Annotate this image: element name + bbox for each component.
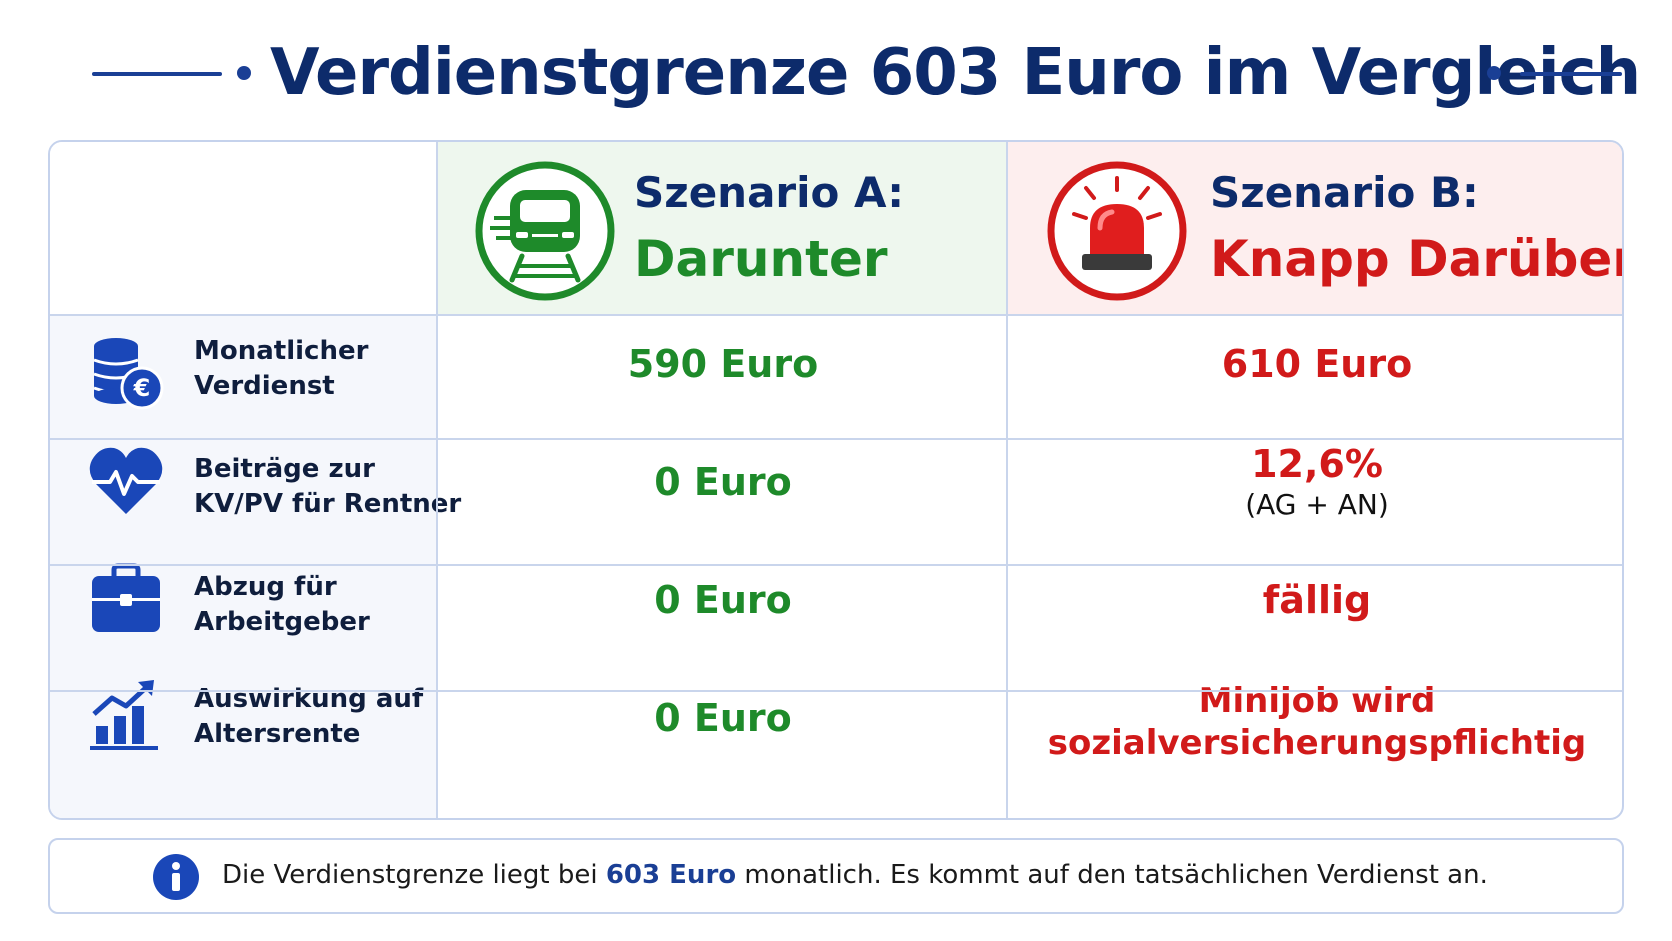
cell-b-beitraege-note: (AG + AN) (1245, 488, 1389, 521)
row-label-auswirkung: Auswirkung auf Altersrente (194, 682, 423, 752)
row-label-beitraege: Beiträge zur KV/PV für Rentner (194, 452, 461, 522)
cell-a-beitraege: 0 Euro (654, 460, 792, 504)
grid-line (50, 690, 1622, 692)
grid-line (1006, 142, 1008, 818)
grid-line (50, 438, 1622, 440)
briefcase-icon (92, 563, 160, 632)
info-text-end: monatlich. Es kommt auf den tatsächliche… (736, 860, 1488, 890)
row-label-line: Verdienst (194, 371, 335, 401)
alarm-light-icon (1047, 161, 1187, 301)
cell-b-auswirkung: Minijob wird sozialversicherungspflichti… (1008, 680, 1622, 764)
train-icon (475, 161, 615, 301)
cell-a-verdienst: 590 Euro (627, 342, 819, 386)
row-label-line: Arbeitgeber (194, 607, 370, 637)
table-corner-cell (50, 142, 438, 316)
title-decor-line-left (92, 72, 222, 76)
info-box: Die Verdienstgrenze liegt bei 603 Euro m… (48, 838, 1624, 914)
title-decor-dot-left (237, 66, 251, 80)
grid-line (436, 142, 438, 818)
row-label-line: KV/PV für Rentner (194, 489, 462, 519)
scenario-b-subtitle: Knapp Darüber (1210, 230, 1624, 288)
cell-b-auswirkung-line: sozialversicherungspflichtig (1047, 723, 1587, 763)
row-label-line: Altersrente (194, 719, 361, 749)
coins-euro-icon: € (93, 338, 164, 410)
grid-line (50, 564, 1622, 566)
title-decor-line-right (1520, 72, 1622, 76)
row-label-verdienst: Monatlicher Verdienst (194, 334, 368, 404)
info-text-start: Die Verdienstgrenze liegt bei (222, 860, 606, 890)
row-label-line: Abzug für (194, 572, 337, 602)
heart-pulse-icon (89, 447, 163, 514)
row-label-abzug: Abzug für Arbeitgeber (194, 570, 370, 640)
title-decor-dot-right (1487, 66, 1501, 80)
scenario-b-title: Szenario B: (1210, 168, 1479, 217)
scenario-a-title: Szenario A: (634, 168, 905, 217)
svg-text:€: € (133, 374, 151, 402)
cell-b-abzug: fällig (1262, 578, 1372, 622)
comparison-table: Szenario A: Darunter Szenario B: Knapp D… (48, 140, 1624, 820)
info-text: Die Verdienstgrenze liegt bei 603 Euro m… (222, 860, 1488, 890)
cell-a-auswirkung: 0 Euro (654, 696, 792, 740)
cell-b-verdienst: 610 Euro (1221, 342, 1413, 386)
row-label-line: Beiträge zur (194, 454, 375, 484)
page-title: Verdienstgrenze 603 Euro im Vergleich (270, 36, 1641, 110)
scenario-b-header: Szenario B: Knapp Darüber (1008, 142, 1624, 316)
scenario-a-header: Szenario A: Darunter (438, 142, 1008, 316)
growth-chart-icon (90, 680, 158, 750)
cell-b-beitraege: 12,6% (1251, 442, 1383, 486)
row-label-line: Auswirkung auf (194, 684, 424, 714)
title-row: Verdienstgrenze 603 Euro im Vergleich (0, 28, 1672, 118)
info-text-highlight: 603 Euro (605, 860, 737, 890)
row-label-line: Monatlicher (194, 336, 369, 366)
cell-b-auswirkung-line: Minijob wird (1198, 681, 1436, 721)
cell-a-abzug: 0 Euro (654, 578, 792, 622)
grid-line (50, 314, 1622, 316)
scenario-a-subtitle: Darunter (634, 230, 888, 288)
info-icon (153, 854, 199, 900)
